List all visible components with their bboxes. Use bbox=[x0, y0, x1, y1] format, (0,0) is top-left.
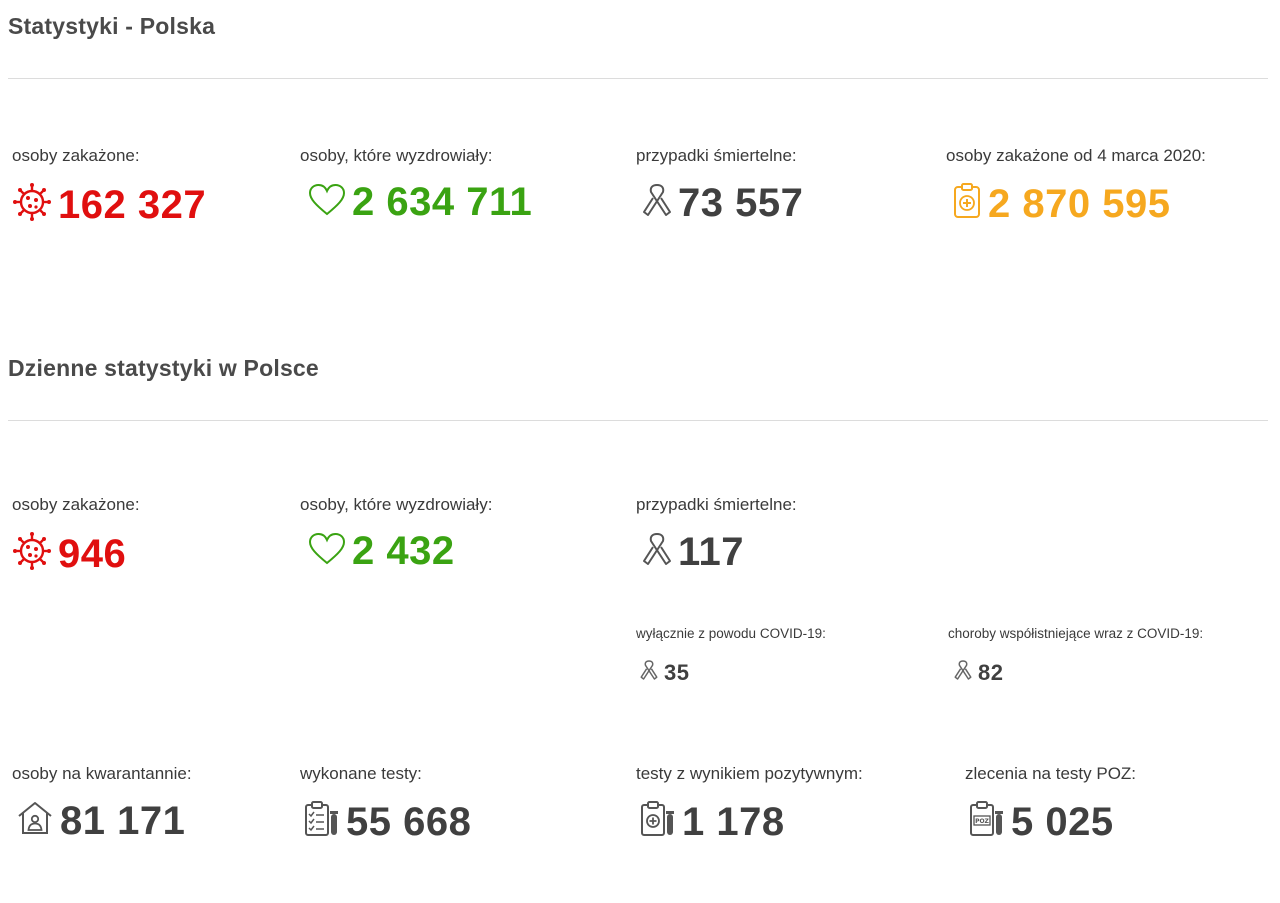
section-divider bbox=[8, 78, 1268, 79]
stat-daily-infected: osoby zakażone: 946 bbox=[12, 495, 140, 576]
stat-value: 1 178 bbox=[682, 799, 785, 844]
stat-label: przypadki śmiertelne: bbox=[636, 146, 797, 165]
stat-daily-deaths-covid-only: wyłącznie z powodu COVID-19: 35 bbox=[636, 626, 826, 686]
stat-label: wykonane testy: bbox=[300, 764, 422, 783]
stat-label: zlecenia na testy POZ: bbox=[965, 764, 1137, 783]
stat-daily-deaths-comorbid: choroby współistniejące wraz z COVID-19:… bbox=[948, 626, 1203, 686]
virus-icon bbox=[12, 182, 52, 227]
stat-value: 946 bbox=[58, 531, 127, 576]
ribbon-icon bbox=[954, 659, 972, 686]
stat-value: 2 870 595 bbox=[988, 181, 1171, 226]
ribbon-icon bbox=[642, 531, 672, 572]
stat-daily-deaths: przypadki śmiertelne: 117 bbox=[636, 495, 797, 572]
stat-label: osoby, które wyzdrowiały: bbox=[300, 146, 493, 165]
stat-value: 35 bbox=[664, 659, 690, 685]
stat-value: 82 bbox=[978, 659, 1004, 685]
stat-value: 117 bbox=[678, 529, 745, 574]
stat-label: wyłącznie z powodu COVID-19: bbox=[636, 626, 826, 641]
stat-total-recovered: osoby, które wyzdrowiały: 2 634 711 bbox=[300, 146, 532, 222]
stat-value: 55 668 bbox=[346, 799, 472, 844]
stat-label: osoby, które wyzdrowiały: bbox=[300, 495, 493, 514]
clipboard-positive-icon bbox=[640, 800, 676, 843]
stat-total-cumulative: osoby zakażone od 4 marca 2020: 2 870 59… bbox=[946, 146, 1206, 225]
stat-total-deaths: przypadki śmiertelne: 73 557 bbox=[636, 146, 803, 223]
stat-label: osoby zakażone: bbox=[12, 495, 140, 514]
section-divider bbox=[8, 420, 1268, 421]
clipboard-checklist-icon bbox=[304, 800, 340, 843]
section-title-total: Statystyki - Polska bbox=[8, 13, 216, 39]
ribbon-icon bbox=[642, 182, 672, 223]
clipboard-plus-icon bbox=[952, 182, 982, 225]
svg-text:POZ: POZ bbox=[975, 818, 989, 825]
stat-value: 73 557 bbox=[678, 180, 804, 225]
stat-value: 5 025 bbox=[1011, 799, 1114, 844]
section-title-daily: Dzienne statystyki w Polsce bbox=[8, 355, 319, 381]
stat-value: 162 327 bbox=[58, 182, 207, 227]
stat-label: osoby zakażone: bbox=[12, 146, 140, 165]
stat-value: 2 432 bbox=[352, 529, 455, 573]
stat-daily-tests-positive: testy z wynikiem pozytywnym: 1 178 bbox=[636, 764, 863, 843]
stat-value: 2 634 711 bbox=[352, 180, 533, 224]
clipboard-poz-icon: POZ bbox=[969, 800, 1005, 843]
house-person-icon bbox=[16, 800, 54, 841]
stat-label: osoby zakażone od 4 marca 2020: bbox=[946, 146, 1206, 165]
heart-icon bbox=[308, 183, 346, 222]
stat-total-infected: osoby zakażone: 162 327 bbox=[12, 146, 206, 227]
virus-icon bbox=[12, 531, 52, 576]
stat-daily-tests: wykonane testy: 55 668 bbox=[300, 764, 471, 843]
heart-icon bbox=[308, 532, 346, 571]
stat-daily-quarantine: osoby na kwarantannie: 81 171 bbox=[12, 764, 192, 841]
stat-value: 81 171 bbox=[60, 798, 186, 843]
stat-label: osoby na kwarantannie: bbox=[12, 764, 192, 783]
stat-daily-recovered: osoby, które wyzdrowiały: 2 432 bbox=[300, 495, 492, 571]
stat-label: choroby współistniejące wraz z COVID-19: bbox=[948, 626, 1204, 641]
stat-label: testy z wynikiem pozytywnym: bbox=[636, 764, 863, 783]
ribbon-icon bbox=[640, 659, 658, 686]
stat-daily-tests-poz: zlecenia na testy POZ: POZ 5 025 bbox=[965, 764, 1136, 843]
stat-label: przypadki śmiertelne: bbox=[636, 495, 797, 514]
